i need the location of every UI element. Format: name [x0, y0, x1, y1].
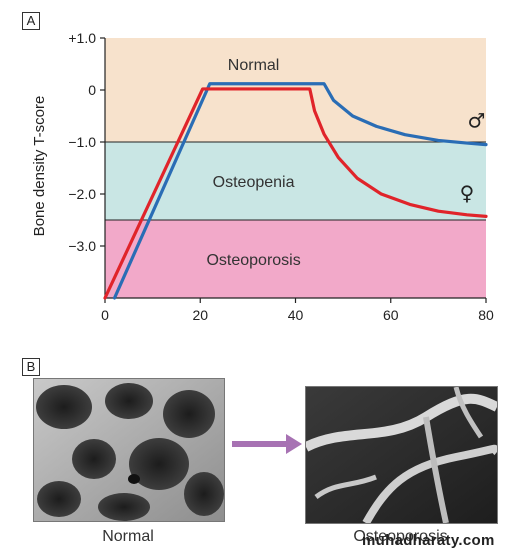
zone-label-osteoporosis: Osteoporosis — [206, 252, 300, 269]
zone-label-normal: Normal — [228, 57, 280, 74]
bone-density-chart: +1.0 0 −1.0 −2.0 −3.0 0 20 40 60 80 Normal Osteope… — [31, 30, 494, 323]
watermark-text: muhadharaty.com — [362, 532, 495, 549]
x-tick-label-1: 20 — [192, 307, 208, 323]
x-tick-label-4: 80 — [478, 307, 494, 323]
y-tick-label-3: −2.0 — [68, 186, 96, 202]
x-tick-label-0: 0 — [101, 307, 109, 323]
normal-bone-photo — [33, 378, 225, 522]
progression-arrow — [232, 434, 302, 454]
label-layer: Normal Osteopenia Osteoporosis Bone density… — [31, 57, 485, 269]
series-symbol-0: ♂ — [468, 108, 486, 132]
y-tick-label-2: −1.0 — [68, 134, 96, 150]
y-tick-label-0: +1.0 — [68, 30, 96, 46]
zone-layer — [105, 38, 486, 298]
zone-label-osteopenia: Osteopenia — [213, 174, 295, 191]
zone-osteoporosis — [105, 220, 486, 298]
panel-b-label: B — [22, 358, 40, 376]
osteoporosis-caption: Osteoporosis — [353, 528, 448, 545]
x-tick-label-2: 40 — [288, 307, 304, 323]
y-axis-label: Bone density T-score — [31, 96, 48, 237]
series-line-1 — [103, 87, 488, 300]
series-symbol-1: ♀ — [460, 181, 475, 205]
y-tick-label-4: −3.0 — [68, 238, 96, 254]
normal-caption: Normal — [102, 528, 154, 545]
panel-a-label: A — [22, 12, 40, 30]
y-tick-label-1: 0 — [88, 82, 96, 98]
x-tick-label-3: 60 — [383, 307, 399, 323]
series-line-0 — [112, 82, 488, 300]
axis-layer: +1.0 0 −1.0 −2.0 −3.0 0 20 40 60 80 — [68, 30, 494, 323]
series-layer — [103, 82, 488, 300]
osteoporosis-bone-photo — [305, 386, 498, 524]
